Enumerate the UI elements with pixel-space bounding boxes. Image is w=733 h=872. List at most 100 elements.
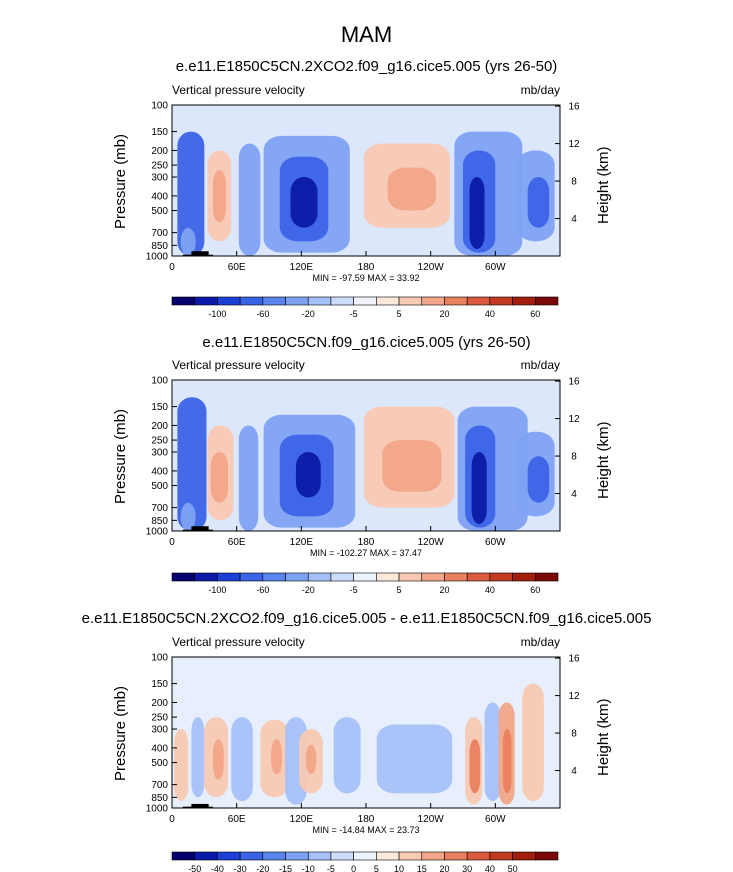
y-tick-label: 1000 <box>146 804 169 815</box>
y-tick-label: 700 <box>151 780 168 791</box>
y-tick-label: 500 <box>151 481 168 492</box>
y-tick-label: 250 <box>151 436 168 447</box>
contour-region-ascent <box>231 717 253 802</box>
colorbar-swatch <box>307 572 332 582</box>
colorbar-label: -20 <box>302 309 315 319</box>
contour-region-descent <box>204 717 229 798</box>
colorbar-label: -100 <box>208 309 226 319</box>
contour-region-descent <box>469 739 481 794</box>
contour-region-ascent <box>527 456 550 503</box>
terrain-mask <box>182 806 213 808</box>
colorbar-swatch <box>239 851 264 861</box>
y-tick-label: 700 <box>151 228 168 239</box>
x-tick-label: 120W <box>418 262 445 273</box>
colorbar-label: -50 <box>188 864 201 872</box>
contour-region-ascent <box>516 431 555 517</box>
colorbar-swatch <box>262 851 286 861</box>
y-tick-label: 300 <box>151 173 168 184</box>
colorbar-label: -60 <box>256 309 269 319</box>
y-tick-label: 700 <box>151 503 168 514</box>
colorbar-label: -100 <box>208 585 226 595</box>
contour-region-ascent <box>191 717 205 798</box>
colorbar-label: 60 <box>530 309 540 319</box>
x-tick-label: 0 <box>169 814 175 825</box>
contour-region-ascent <box>238 143 261 256</box>
contour-region-ascent <box>469 177 485 250</box>
colorbar-swatch <box>353 296 377 306</box>
colorbar-swatch <box>466 851 491 861</box>
colorbar-swatch <box>330 572 354 582</box>
height-tick-label: 16 <box>568 654 580 665</box>
min-max-label: MIN = -102.27 MAX = 37.47 <box>310 548 422 558</box>
colorbar-label: 30 <box>462 864 472 872</box>
colorbar-label: 5 <box>397 309 402 319</box>
colorbar-swatch <box>194 572 218 582</box>
contour-region-ascent <box>516 150 555 242</box>
y-tick-label: 250 <box>151 713 168 724</box>
colorbar-swatch <box>512 296 536 306</box>
colorbar-label: -60 <box>256 585 269 595</box>
colorbar-label: -20 <box>256 864 269 872</box>
units-label: mb/day <box>520 83 560 97</box>
height-tick-label: 12 <box>568 691 580 702</box>
contour-region-ascent <box>376 724 453 794</box>
contour-region-descent <box>212 170 226 223</box>
x-tick-label: 60W <box>485 814 506 825</box>
colorbar-label: 60 <box>530 585 540 595</box>
colorbar-label: -30 <box>234 864 247 872</box>
contour-region-descent <box>210 452 229 503</box>
x-tick-label: 180 <box>358 262 375 273</box>
height-tick-label: 8 <box>571 452 577 463</box>
contour-region-descent <box>363 143 451 228</box>
contour-region-descent <box>387 167 437 211</box>
page-title: MAM <box>340 22 393 47</box>
colorbar-label: 5 <box>374 864 379 872</box>
contour-region-ascent <box>454 131 523 256</box>
min-max-label: MIN = -97.59 MAX = 33.92 <box>312 273 419 283</box>
colorbar-swatch <box>489 572 513 582</box>
colorbar-swatch <box>194 296 218 306</box>
panel-title: e.e11.E1850C5CN.2XCO2.f09_g16.cice5.005 … <box>81 610 652 627</box>
height-tick-label: 12 <box>568 139 580 150</box>
min-max-label: MIN = -14.84 MAX = 23.73 <box>312 825 419 835</box>
contour-region-descent <box>207 150 232 242</box>
terrain-mask <box>191 526 209 531</box>
contour-region-ascent <box>333 717 361 794</box>
y-tick-label: 100 <box>151 101 168 112</box>
height-tick-label: 16 <box>568 377 580 388</box>
colorbar-swatch <box>285 296 309 306</box>
units-label: mb/day <box>520 358 560 372</box>
contour-region-descent <box>271 739 282 775</box>
colorbar-label: 40 <box>485 585 495 595</box>
plot-background <box>172 105 560 256</box>
colorbar-swatch <box>217 296 241 306</box>
x-tick-label: 60E <box>228 537 246 548</box>
colorbar-swatch <box>239 296 264 306</box>
colorbar-swatch <box>489 851 513 861</box>
colorbar-swatch <box>444 851 468 861</box>
contour-region-descent <box>382 440 442 492</box>
contour-region-ascent <box>279 434 334 517</box>
colorbar-swatch <box>285 851 309 861</box>
y-tick-label: 500 <box>151 758 168 769</box>
left-string: Vertical pressure velocity <box>172 83 305 97</box>
colorbar-swatch <box>398 851 423 861</box>
colorbar-label: 20 <box>439 864 449 872</box>
height-tick-label: 8 <box>571 729 577 740</box>
panel-title: e.e11.E1850C5CN.2XCO2.f09_g16.cice5.005 … <box>175 58 558 75</box>
contour-region-descent <box>465 717 483 805</box>
colorbar-swatch <box>194 851 218 861</box>
contour-region-descent <box>174 729 189 802</box>
y-axis-right-label: Height (km) <box>595 145 612 224</box>
contour-region-ascent <box>465 425 496 528</box>
terrain-mask <box>182 529 213 531</box>
contour-region-ascent <box>471 452 487 525</box>
y-axis-label: Pressure (mb) <box>112 408 129 504</box>
y-tick-label: 400 <box>151 743 168 754</box>
colorbar-label: -5 <box>350 585 358 595</box>
y-axis-label: Pressure (mb) <box>112 133 129 229</box>
x-tick-label: 0 <box>169 262 175 273</box>
colorbar-swatch <box>330 296 354 306</box>
